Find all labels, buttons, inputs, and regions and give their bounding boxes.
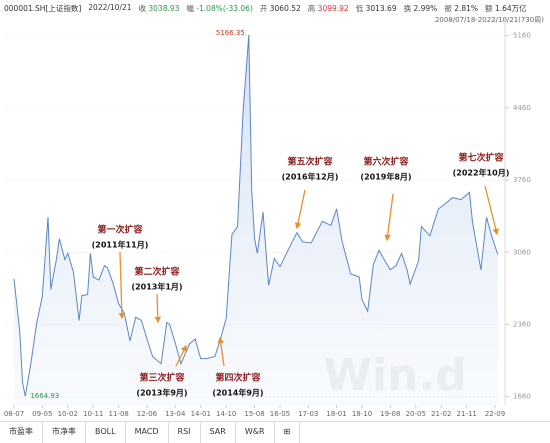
quote-value: -1.08%(-33.06) [196, 4, 253, 13]
price-line [13, 34, 499, 397]
quote-label: 开 [259, 4, 268, 13]
y-tick-label: 4460 [513, 104, 531, 112]
annotation-arrow [384, 193, 394, 242]
date-range[interactable]: 2008/07/18-2022/10/21(730周) [434, 16, 544, 24]
x-tick-label: 16-05 [270, 410, 290, 418]
annotation-arrow [217, 336, 225, 367]
x-tick-label: 21-11 [457, 410, 477, 418]
quote-label: 收 [138, 4, 147, 13]
x-tick-label: 18-01 [326, 410, 346, 418]
quote-item: 振 2.81% [444, 3, 478, 14]
y-tick-label: 5160 [513, 32, 531, 40]
y-tick-label: 2360 [513, 321, 531, 329]
quote-value: 1.64万亿 [494, 4, 527, 13]
annotation-arrow [484, 185, 499, 236]
y-tick-label: 3760 [513, 176, 531, 184]
quote-value: 3060.52 [269, 4, 301, 13]
annotation-title: 第一次扩容 [97, 224, 142, 236]
quote-label: 额 [485, 4, 493, 13]
quote-value: 3099.92 [317, 4, 349, 13]
annotation-title: 第五次扩容 [287, 156, 332, 168]
x-tick-label: 08-07 [4, 410, 24, 418]
x-tick-label: 14-10 [216, 410, 236, 418]
high-label: 5166.35 [216, 29, 245, 37]
x-tick-label: 18-10 [352, 410, 372, 418]
quote-item: 换 2.99% [404, 3, 438, 14]
indicator-tab[interactable]: ⊞ [275, 422, 301, 443]
annotation-date: (2014年9月) [212, 388, 263, 398]
indicator-tab[interactable]: 市净率 [43, 422, 86, 443]
annotation-title: 第六次扩容 [363, 156, 408, 168]
annotation-date: (2011年11月) [92, 240, 149, 250]
x-tick-label: 09-05 [32, 410, 52, 418]
quote-item: 幅 -1.08%(-33.06) [186, 3, 252, 14]
quote-label: 换 [403, 4, 412, 13]
x-tick-label: 12-06 [137, 410, 158, 418]
annotation-date: (2013年1月) [131, 282, 182, 292]
area-fill [14, 34, 498, 406]
x-tick-label: 17-03 [298, 410, 318, 418]
indicator-tab[interactable]: 市盈率 [0, 422, 43, 443]
annotation-date: (2019年8月) [360, 172, 411, 182]
x-tick-label: 21-02 [431, 410, 451, 418]
annotation-title: 第四次扩容 [215, 372, 260, 384]
x-tick-label: 20-05 [406, 410, 426, 418]
quote-label: 高 [307, 4, 316, 13]
annotation-date: (2013年9月) [136, 388, 187, 398]
quote-item: 收 3038.93 [139, 3, 180, 14]
indicator-tab[interactable]: W&R [236, 422, 275, 443]
annotation-title: 第三次扩容 [139, 372, 184, 384]
annotation-date: (2016年12月) [282, 172, 339, 182]
indicator-tab[interactable]: MACD [126, 422, 169, 443]
annotation-arrow [294, 189, 306, 230]
annotation-arrow [118, 251, 126, 320]
index-code: 000001.SH[上证指数] [4, 4, 82, 13]
x-tick-label: 10-11 [83, 410, 103, 418]
quote-label: 低 [355, 4, 364, 13]
quote-item: 低 3013.69 [356, 3, 397, 14]
quote-item: 开 3060.52 [260, 3, 301, 14]
quote-header: 000001.SH[上证指数] 2022/10/21 收 3038.93 幅 -1.0… [4, 3, 546, 14]
indicator-tab[interactable]: SAR [201, 422, 236, 443]
y-tick-label: 3060 [513, 248, 531, 256]
quote-value: 2.81% [454, 4, 479, 13]
quote-date: 2022/10/21 [88, 3, 132, 12]
x-tick-label: 10-02 [58, 410, 78, 418]
x-tick-label: 14-01 [191, 410, 211, 418]
annotation-title: 第七次扩容 [458, 152, 503, 164]
annotation-title: 第二次扩容 [134, 266, 179, 278]
x-tick-label: 19-08 [380, 410, 400, 418]
y-tick-label: 1660 [513, 393, 531, 401]
quote-item: 额 1.64万亿 [485, 3, 527, 14]
indicator-tab[interactable]: BOLL [86, 422, 126, 443]
quote-value: 3038.93 [148, 4, 180, 13]
annotation-arrow [175, 344, 187, 367]
annotation-date: (2022年10月) [453, 168, 510, 178]
x-tick-label: 22-09 [485, 410, 505, 418]
low-label: 1664.93 [30, 392, 59, 400]
x-tick-label: 15-08 [244, 410, 264, 418]
quote-label: 幅 [186, 4, 194, 13]
chart: Win.d16602360306037604460516008-0709-051… [4, 18, 531, 418]
quote-item: 高 3099.92 [308, 3, 349, 14]
quote-label: 振 [444, 4, 452, 13]
quote-value: 3013.69 [365, 4, 397, 13]
x-tick-label: 13-04 [165, 410, 186, 418]
indicator-tabs: 市盈率 市净率 BOLL MACD RSI SAR W&R ⊞ [0, 421, 550, 443]
indicator-tab[interactable]: RSI [169, 422, 201, 443]
x-tick-label: 11-08 [109, 410, 129, 418]
quote-value: 2.99% [413, 4, 438, 13]
annotation-arrow [154, 293, 162, 324]
